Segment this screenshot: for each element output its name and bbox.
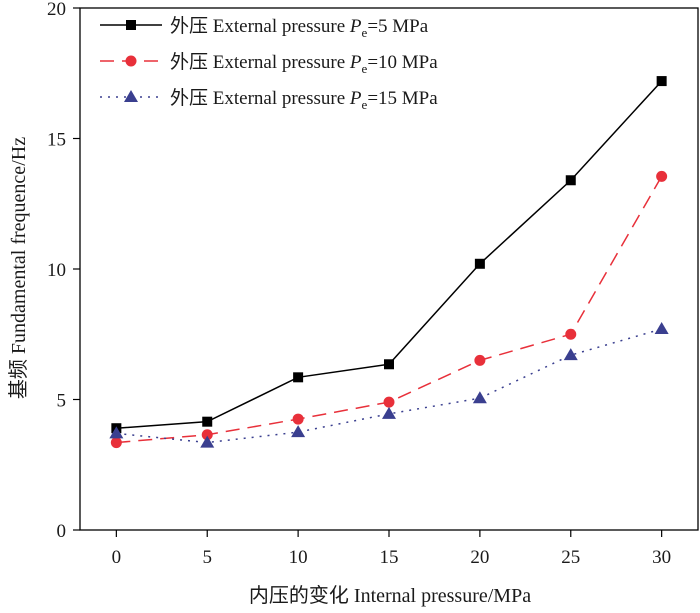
data-point: [563, 348, 578, 361]
series-line: [116, 80, 663, 429]
legend-label: 外压 External pressure Pe=5 MPa: [170, 15, 429, 40]
data-point: [565, 328, 577, 340]
series-1: [111, 76, 667, 434]
x-tick-label: 25: [561, 547, 580, 568]
legend-marker: [126, 20, 136, 30]
x-tick-label: 0: [112, 547, 122, 568]
legend-item-1: 外压 External pressure Pe=5 MPa: [100, 15, 429, 40]
legend-label: 外压 External pressure Pe=10 MPa: [170, 51, 438, 76]
data-point: [292, 413, 304, 425]
data-point: [383, 396, 395, 408]
y-tick-label: 10: [47, 260, 66, 281]
x-tick-label: 5: [202, 547, 212, 568]
data-point: [474, 258, 485, 269]
y-tick-label: 5: [57, 391, 67, 412]
y-tick-label: 20: [47, 0, 66, 20]
series-line: [116, 328, 662, 444]
data-point: [656, 170, 668, 182]
series-layer: [109, 76, 669, 449]
data-point: [472, 391, 487, 404]
data-point: [565, 175, 576, 186]
y-tick-label: 0: [57, 521, 67, 542]
axes-layer: 0 5 10 15 20 25 30 0 5 10 15 20: [47, 0, 699, 568]
data-point: [109, 426, 124, 439]
data-point: [110, 437, 122, 449]
data-point: [384, 359, 394, 370]
legend-marker: [125, 55, 137, 67]
data-point: [201, 429, 213, 441]
x-axis-title: 内压的变化 Internal pressure/MPa: [249, 584, 531, 607]
x-tick-label: 20: [470, 547, 489, 568]
data-point: [202, 416, 213, 427]
data-point: [200, 435, 215, 448]
data-point: [474, 354, 486, 366]
y-tick-label: 15: [47, 130, 66, 151]
legend-label: 外压 External pressure Pe=15 MPa: [170, 87, 438, 112]
data-point: [382, 406, 396, 419]
data-point: [654, 322, 669, 335]
legend-item-3: 外压 External pressure Pe=15 MPa: [100, 87, 438, 112]
x-tick-label: 15: [380, 547, 399, 568]
x-tick-label: 10: [289, 547, 308, 568]
x-tick-label: 30: [652, 547, 671, 568]
y-axis-title: 基频 Fundamental frequence/Hz: [7, 137, 30, 399]
plot-frame: [79, 7, 699, 531]
data-point: [656, 76, 667, 87]
data-point: [293, 372, 304, 383]
legend-marker: [124, 90, 138, 102]
legend: 外压 External pressure Pe=5 MPa 外压 External…: [100, 15, 438, 112]
legend-item-2: 外压 External pressure Pe=10 MPa: [100, 51, 438, 76]
series-2: [110, 170, 668, 449]
data-point: [291, 425, 306, 438]
series-3: [109, 322, 669, 448]
